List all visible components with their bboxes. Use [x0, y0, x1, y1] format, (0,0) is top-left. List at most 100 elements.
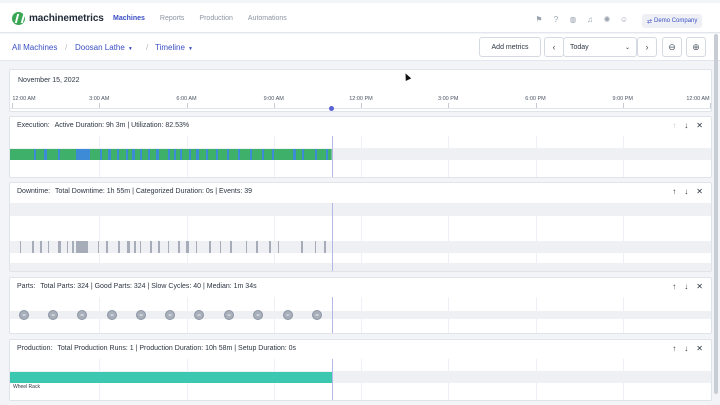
settings-icon[interactable]: ✺: [603, 14, 611, 24]
downtime-event[interactable]: [324, 241, 326, 253]
user-icon[interactable]: ☺: [619, 14, 629, 24]
downtime-event[interactable]: [230, 241, 232, 253]
downtime-event[interactable]: [40, 241, 42, 253]
current-time-marker[interactable]: [329, 106, 335, 111]
date-select[interactable]: Today ⌄: [563, 37, 637, 57]
zoom-out-button[interactable]: ⊖: [662, 37, 682, 57]
downtime-event[interactable]: [150, 241, 152, 253]
company-switcher[interactable]: ⇄ Demo Company: [642, 14, 703, 28]
next-day-button[interactable]: ›: [637, 37, 657, 57]
execution-idle-segment[interactable]: [34, 149, 36, 160]
execution-idle-segment[interactable]: [315, 149, 317, 160]
move-up-icon[interactable]: ↑: [672, 187, 677, 196]
downtime-event[interactable]: [72, 241, 74, 253]
help-icon[interactable]: ?: [553, 14, 559, 24]
nav-automations[interactable]: Automations: [247, 15, 287, 22]
move-down-icon[interactable]: ↓: [684, 344, 689, 353]
execution-idle-segment[interactable]: [76, 149, 90, 160]
move-up-icon[interactable]: ↑: [672, 282, 677, 291]
downtime-event[interactable]: [118, 241, 120, 253]
part-cycle-marker[interactable]: 30: [48, 310, 58, 320]
downtime-event[interactable]: [20, 241, 21, 253]
part-cycle-marker[interactable]: 30: [165, 310, 175, 320]
execution-idle-segment[interactable]: [272, 149, 274, 160]
downtime-event[interactable]: [134, 241, 136, 253]
downtime-event[interactable]: [158, 241, 160, 253]
logo[interactable]: machinemetrics: [12, 12, 104, 25]
part-cycle-marker[interactable]: 35: [19, 310, 29, 320]
execution-idle-segment[interactable]: [250, 149, 252, 160]
execution-idle-segment[interactable]: [140, 149, 142, 160]
downtime-event[interactable]: [278, 241, 279, 253]
execution-idle-segment[interactable]: [58, 149, 60, 160]
page-scrollbar[interactable]: [714, 34, 718, 394]
execution-idle-segment[interactable]: [206, 149, 208, 160]
close-icon[interactable]: ✕: [696, 344, 703, 353]
execution-idle-segment[interactable]: [44, 149, 47, 160]
part-cycle-marker[interactable]: 26: [312, 310, 322, 320]
downtime-event[interactable]: [48, 241, 49, 253]
execution-idle-segment[interactable]: [168, 149, 170, 160]
downtime-event[interactable]: [106, 241, 108, 253]
move-up-icon[interactable]: ↑: [672, 344, 677, 353]
nav-machines[interactable]: Machines: [113, 15, 145, 22]
downtime-event[interactable]: [186, 241, 189, 253]
execution-idle-segment[interactable]: [216, 149, 218, 160]
downtime-event[interactable]: [269, 241, 271, 253]
part-cycle-marker[interactable]: 30: [253, 310, 263, 320]
execution-idle-segment[interactable]: [302, 149, 304, 160]
breadcrumb-all-machines[interactable]: All Machines: [12, 43, 58, 52]
execution-idle-segment[interactable]: [174, 149, 176, 160]
zoom-in-button[interactable]: ⊕: [686, 37, 706, 57]
execution-idle-segment[interactable]: [100, 149, 102, 160]
bell-icon[interactable]: ♫: [587, 14, 593, 24]
move-down-icon[interactable]: ↓: [684, 282, 689, 291]
breadcrumb-machine[interactable]: Doosan Lathe ▼: [75, 43, 133, 52]
production-run-bar[interactable]: [10, 372, 332, 383]
execution-idle-segment[interactable]: [262, 149, 264, 160]
prev-day-button[interactable]: ‹: [544, 37, 564, 57]
execution-idle-segment[interactable]: [293, 149, 296, 160]
execution-idle-segment[interactable]: [132, 149, 135, 160]
nav-reports[interactable]: Reports: [159, 15, 185, 22]
downtime-event[interactable]: [209, 241, 211, 253]
nav-production[interactable]: Production: [199, 15, 233, 22]
downtime-event[interactable]: [246, 241, 247, 253]
downtime-event[interactable]: [127, 241, 130, 253]
part-cycle-marker[interactable]: 30: [136, 310, 146, 320]
part-cycle-marker[interactable]: 32: [224, 310, 234, 320]
execution-bar[interactable]: [10, 136, 712, 178]
part-cycle-marker[interactable]: 28: [77, 310, 87, 320]
downtime-event[interactable]: [140, 241, 141, 253]
execution-idle-segment[interactable]: [238, 149, 240, 160]
close-icon[interactable]: ✕: [696, 282, 703, 291]
add-metrics-button[interactable]: Add metrics: [479, 37, 541, 57]
execution-idle-segment[interactable]: [148, 149, 150, 160]
execution-idle-segment[interactable]: [189, 149, 191, 160]
downtime-event[interactable]: [178, 241, 180, 253]
downtime-event[interactable]: [32, 241, 34, 253]
downtime-event[interactable]: [98, 241, 99, 253]
execution-idle-segment[interactable]: [108, 149, 111, 160]
execution-idle-segment[interactable]: [180, 149, 182, 160]
downtime-event[interactable]: [196, 241, 197, 253]
downtime-events[interactable]: [10, 203, 712, 272]
execution-idle-segment[interactable]: [126, 149, 128, 160]
execution-idle-segment[interactable]: [156, 149, 159, 160]
downtime-event[interactable]: [58, 241, 61, 253]
part-cycle-marker[interactable]: 26: [194, 310, 204, 320]
downtime-event[interactable]: [256, 241, 258, 253]
move-down-icon[interactable]: ↓: [684, 121, 689, 130]
execution-active-segment[interactable]: [10, 149, 332, 160]
downtime-event[interactable]: [315, 241, 316, 253]
downtime-event[interactable]: [67, 241, 68, 253]
downtime-event[interactable]: [168, 241, 169, 253]
close-icon[interactable]: ✕: [696, 121, 703, 130]
downtime-event[interactable]: [301, 241, 303, 253]
execution-idle-segment[interactable]: [196, 149, 199, 160]
globe-icon[interactable]: ◍: [569, 14, 577, 24]
execution-idle-segment[interactable]: [326, 149, 328, 160]
downtime-event[interactable]: [76, 241, 88, 253]
close-icon[interactable]: ✕: [696, 187, 703, 196]
execution-idle-segment[interactable]: [117, 149, 119, 160]
